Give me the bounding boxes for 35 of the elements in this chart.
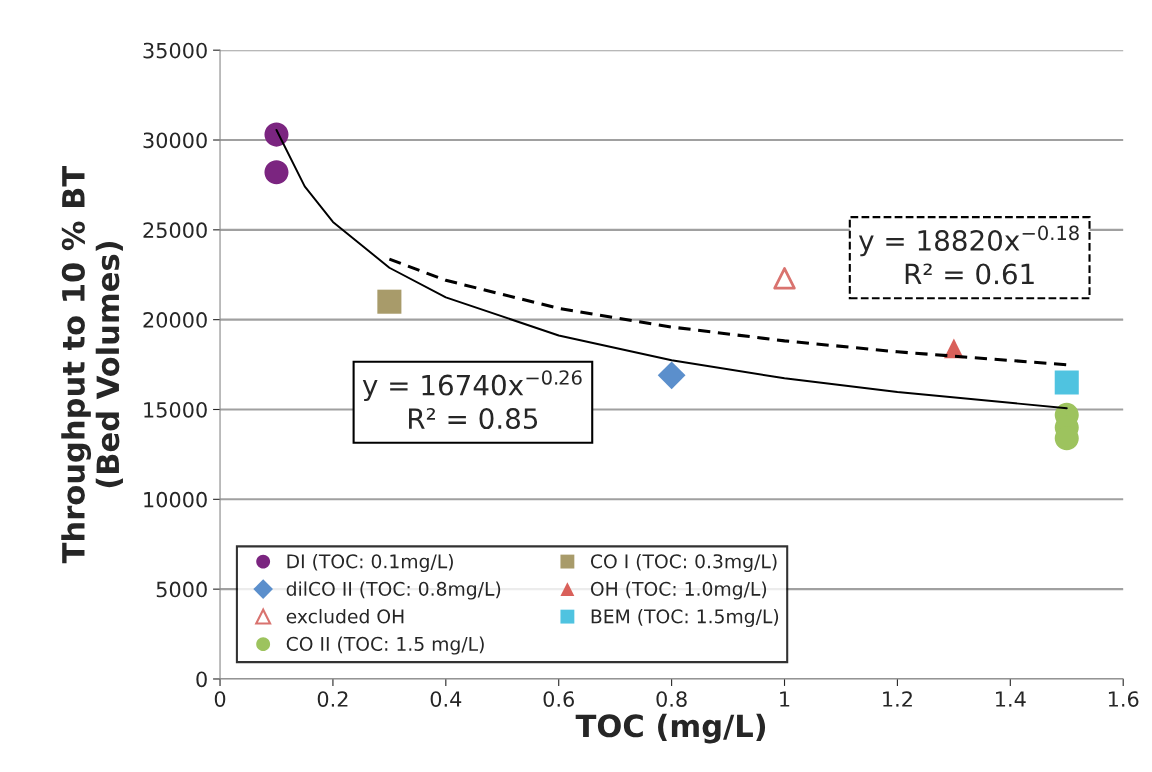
y-tick-label: 10000: [144, 491, 207, 508]
point: [264, 160, 289, 185]
y-tick-label: 5000: [156, 581, 207, 598]
x-tick-label: 0.6: [543, 691, 574, 707]
x-axis-title: TOC (mg/L): [575, 713, 766, 744]
point: [773, 267, 796, 290]
y-tick-label: 35000: [143, 42, 207, 59]
point: [264, 122, 289, 147]
x-tick-label: 1.2: [883, 691, 912, 707]
legend-label: dilCO II (TOC: 0.8mg/L): [286, 581, 501, 600]
y-tick-label: 25000: [143, 222, 207, 239]
x-tick-label: 1: [780, 691, 790, 707]
x-tick-label: 0.4: [430, 691, 462, 707]
legend-label: CO II (TOC: 1.5 mg/L): [286, 636, 484, 655]
line-series: [387, 257, 1069, 367]
point: [1054, 370, 1079, 395]
annotation: y = 16740x$^{−0.26}$ R² = 0.85: [362, 370, 582, 430]
legend-label: OH (TOC: 1.0mg/L): [590, 581, 767, 600]
y-tick-label: 15000: [144, 401, 207, 418]
x-tick-label: 1.4: [996, 691, 1026, 707]
annotation: y = 18820x$^{−0.18}$ R² = 0.61: [858, 225, 1079, 285]
y-tick-label: 0: [196, 671, 207, 688]
legend-label: DI (TOC: 0.1mg/L): [287, 553, 453, 573]
x-tick-label: 1.6: [1108, 691, 1139, 707]
legend-label: BEM (TOC: 1.5mg/L): [591, 608, 779, 628]
legend-label: excluded OH: [286, 608, 404, 624]
x-tick-label: 0.2: [317, 691, 348, 707]
point: [377, 289, 402, 314]
x-tick-label: 0.8: [656, 691, 687, 707]
y-axis-title: Throughput to 10 % BT (Bed Volumes): [61, 165, 123, 564]
x-tick-label: 0: [214, 691, 226, 707]
y-tick-label: 20000: [143, 312, 207, 328]
legend-label: CO I (TOC: 0.3mg/L): [590, 553, 777, 573]
y-tick-label: 30000: [143, 132, 207, 149]
point: [657, 361, 686, 390]
